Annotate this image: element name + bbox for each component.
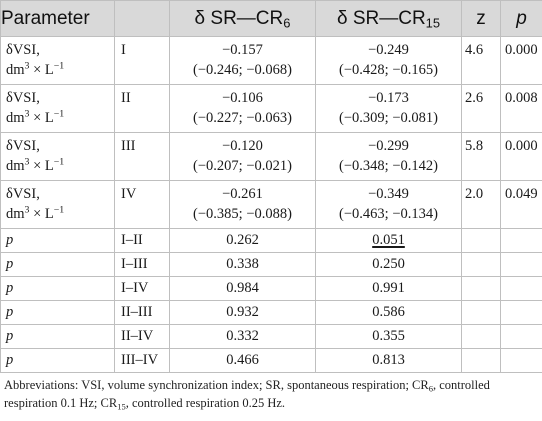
empty-cell [461, 300, 501, 325]
groups-cell: I–IV [114, 276, 170, 301]
p-label-cell: p [0, 300, 115, 325]
p-cell: 0.049 [500, 180, 542, 229]
cr6-p-cell: 0.932 [169, 300, 316, 325]
empty-cell [500, 276, 542, 301]
p-label-cell: p [0, 228, 115, 253]
empty-cell [461, 348, 501, 373]
z-cell: 2.0 [461, 180, 501, 229]
table-row: δVSI, dm3 × L−1 III −0.120 (−0.207; −0.021… [0, 132, 542, 181]
z-cell: 4.6 [461, 36, 501, 85]
group-cell: I [114, 36, 170, 85]
cr15-p-cell: 0.813 [315, 348, 462, 373]
cr6-p-cell: 0.262 [169, 228, 316, 253]
cr6-p-cell: 0.984 [169, 276, 316, 301]
p-cell: 0.000 [500, 132, 542, 181]
cr6-cell: −0.120 (−0.207; −0.021) [169, 132, 316, 181]
parameter-cell: δVSI, dm3 × L−1 [0, 36, 115, 85]
cr15-p-cell: 0.250 [315, 252, 462, 277]
empty-cell [461, 324, 501, 349]
groups-cell: I–II [114, 228, 170, 253]
cr15-cell: −0.349 (−0.463; −0.134) [315, 180, 462, 229]
cr6-p-cell: 0.466 [169, 348, 316, 373]
parameter-cell: δVSI, dm3 × L−1 [0, 180, 115, 229]
header-row: Parameter δ SR—CR6 δ SR—CR15 z p [0, 0, 542, 37]
empty-cell [461, 252, 501, 277]
empty-cell [500, 228, 542, 253]
table-footnote: Abbreviations: VSI, volume synchronizati… [4, 378, 490, 412]
table-row: p II–IV 0.332 0.355 [0, 324, 542, 349]
header-delta-cr15: δ SR—CR15 [315, 0, 462, 37]
parameter-cell: δVSI, dm3 × L−1 [0, 132, 115, 181]
cr15-cell: −0.173 (−0.309; −0.081) [315, 84, 462, 133]
table-row: p I–II 0.262 0.051 [0, 228, 542, 253]
table-row: p I–IV 0.984 0.991 [0, 276, 542, 301]
p-label-cell: p [0, 348, 115, 373]
empty-cell [461, 276, 501, 301]
header-group [114, 0, 170, 37]
cr6-cell: −0.106 (−0.227; −0.063) [169, 84, 316, 133]
group-cell: II [114, 84, 170, 133]
table-row: p I–III 0.338 0.250 [0, 252, 542, 277]
empty-cell [461, 228, 501, 253]
significant-value: 0.051 [372, 232, 405, 248]
p-label-cell: p [0, 324, 115, 349]
table-row: δVSI, dm3 × L−1 II −0.106 (−0.227; −0.063)… [0, 84, 542, 133]
table-row: δVSI, dm3 × L−1 I −0.157 (−0.246; −0.068) … [0, 36, 542, 85]
groups-cell: II–IV [114, 324, 170, 349]
cr6-cell: −0.261 (−0.385; −0.088) [169, 180, 316, 229]
header-delta-cr6: δ SR—CR6 [169, 0, 316, 37]
cr6-cell: −0.157 (−0.246; −0.068) [169, 36, 316, 85]
z-cell: 2.6 [461, 84, 501, 133]
header-p: p [500, 0, 542, 37]
empty-cell [500, 348, 542, 373]
p-label-cell: p [0, 276, 115, 301]
p-label-cell: p [0, 252, 115, 277]
p-cell: 0.008 [500, 84, 542, 133]
parameter-cell: δVSI, dm3 × L−1 [0, 84, 115, 133]
cr15-cell: −0.249 (−0.428; −0.165) [315, 36, 462, 85]
p-cell: 0.000 [500, 36, 542, 85]
z-cell: 5.8 [461, 132, 501, 181]
group-cell: III [114, 132, 170, 181]
cr15-p-cell: 0.355 [315, 324, 462, 349]
empty-cell [500, 324, 542, 349]
empty-cell [500, 300, 542, 325]
groups-cell: III–IV [114, 348, 170, 373]
empty-cell [500, 252, 542, 277]
table-row: p II–III 0.932 0.586 [0, 300, 542, 325]
header-z: z [461, 0, 501, 37]
groups-cell: I–III [114, 252, 170, 277]
table-row: p III–IV 0.466 0.813 [0, 348, 542, 373]
groups-cell: II–III [114, 300, 170, 325]
cr15-p-cell: 0.991 [315, 276, 462, 301]
cr6-p-cell: 0.332 [169, 324, 316, 349]
table-row: δVSI, dm3 × L−1 IV −0.261 (−0.385; −0.088)… [0, 180, 542, 229]
cr15-cell: −0.299 (−0.348; −0.142) [315, 132, 462, 181]
results-table: Parameter δ SR—CR6 δ SR—CR15 z p δVSI, dm… [0, 0, 542, 373]
header-parameter: Parameter [0, 0, 115, 37]
group-cell: IV [114, 180, 170, 229]
cr15-p-cell: 0.051 [315, 228, 462, 253]
cr6-p-cell: 0.338 [169, 252, 316, 277]
cr15-p-cell: 0.586 [315, 300, 462, 325]
